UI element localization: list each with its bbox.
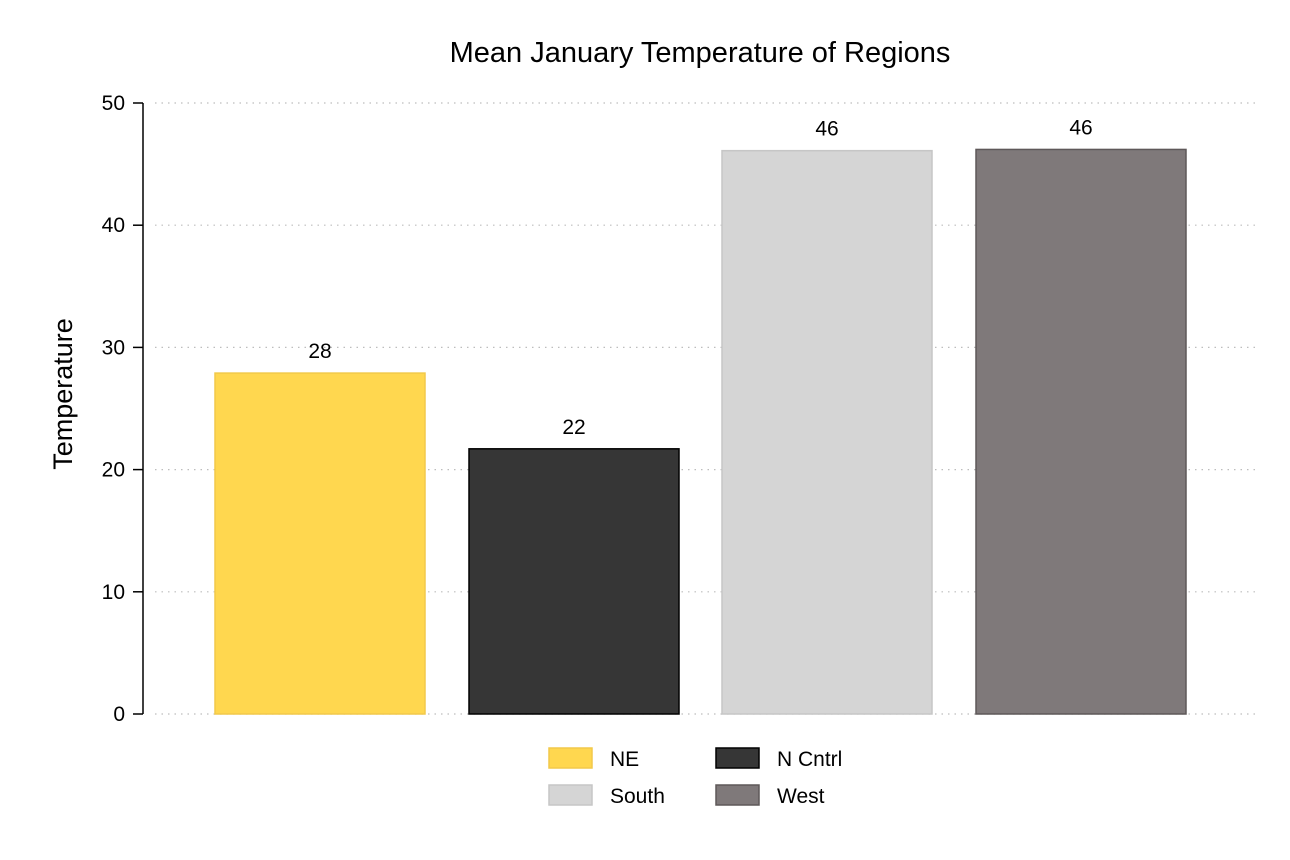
legend-swatch [715, 784, 760, 806]
bar [214, 372, 426, 715]
gridlines [155, 102, 1260, 715]
y-tick-label: 20 [102, 459, 125, 482]
legend-label: West [777, 785, 825, 808]
bar-value-label: 22 [562, 416, 585, 439]
bar [975, 148, 1187, 715]
y-tick-label: 40 [102, 214, 125, 237]
y-tick-label: 0 [113, 703, 125, 726]
legend-label: South [610, 785, 665, 808]
legend-label: NE [610, 748, 639, 771]
y-tick-label: 10 [102, 581, 125, 604]
legend-label: N Cntrl [777, 748, 842, 771]
legend: NE N Cntrl South West [548, 747, 842, 808]
y-axis: 0 10 20 30 40 50 [102, 92, 144, 726]
bar-value-label: 46 [815, 118, 838, 141]
bar [721, 149, 933, 715]
y-tick-label: 30 [102, 336, 125, 359]
bar-value-labels: 28 22 46 46 [308, 116, 1092, 438]
legend-swatch [548, 784, 593, 806]
y-axis-label: Temperature [48, 318, 78, 470]
chart-title: Mean January Temperature of Regions [450, 37, 951, 69]
bars [214, 148, 1187, 715]
bar [468, 448, 680, 715]
bar-value-label: 46 [1069, 116, 1092, 139]
bar-value-label: 28 [308, 340, 331, 363]
legend-swatch [715, 747, 760, 769]
legend-swatch [548, 747, 593, 769]
y-tick-label: 50 [102, 92, 125, 115]
